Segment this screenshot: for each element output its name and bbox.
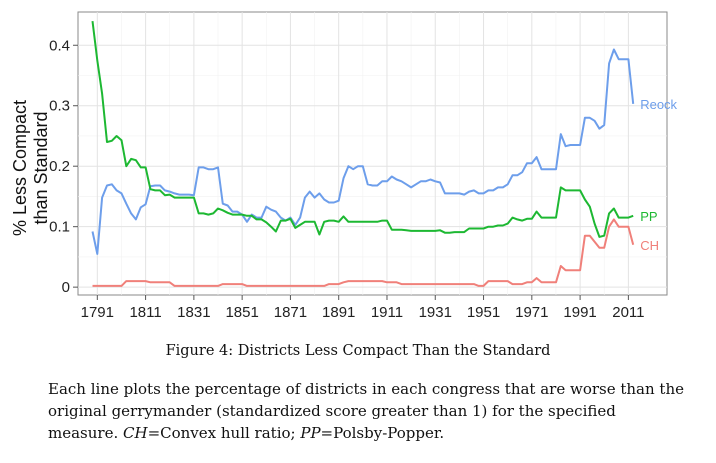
x-tick-label: 1811 [129, 304, 161, 321]
x-tick-label: 1971 [515, 304, 548, 321]
series-label-ch: CH [640, 238, 659, 253]
figure-note: Each line plots the percentage of distri… [48, 378, 688, 444]
note-text-1: Each line plots the percentage of distri… [48, 380, 684, 442]
x-tick-label: 1931 [419, 304, 452, 321]
y-tick-label: 0.4 [49, 37, 70, 54]
y-tick-label: 0 [62, 279, 70, 296]
note-pp-abbr: PP [300, 424, 321, 442]
y-tick-label: 0.3 [49, 98, 70, 115]
x-tick-label: 1891 [322, 304, 355, 321]
line-chart: Reock PP CH 1791 1811 1831 1851 1871 1891 1911 19… [10, 11, 678, 321]
x-tick-label: 1911 [371, 304, 403, 321]
series-label-reock: Reock [640, 97, 677, 112]
note-text-2: =Convex hull ratio; [147, 424, 301, 442]
y-axis-title-line1: % Less Compact [10, 100, 30, 236]
x-tick-label: 1791 [81, 304, 114, 321]
y-tick-label: 0.1 [49, 219, 70, 236]
y-axis-title-line2: than Standard [31, 111, 51, 224]
series-line-pp [91, 20, 634, 238]
series-label-pp: PP [640, 209, 657, 224]
x-tick-label: 1851 [225, 304, 258, 321]
x-tick-label: 1831 [177, 304, 210, 321]
x-tick-label: 1991 [563, 304, 596, 321]
note-text-3: =Polsby-Popper. [320, 424, 445, 442]
figure-caption: Figure 4: Districts Less Compact Than th… [165, 343, 551, 359]
x-tick-label: 1951 [467, 304, 500, 321]
series-lines [91, 20, 635, 287]
series-line-reock [91, 48, 635, 255]
series-line-ch [92, 218, 635, 287]
y-tick-label: 0.2 [49, 158, 70, 175]
grid-lines [77, 11, 668, 296]
axis-ticks: 1791 1811 1831 1851 1871 1891 1911 1931 1951 1971… [49, 37, 644, 321]
plot-panel [77, 11, 668, 296]
note-ch-abbr: CH [123, 424, 148, 442]
x-tick-label: 2011 [612, 304, 644, 321]
series-labels: Reock PP CH [640, 97, 677, 253]
x-tick-label: 1871 [274, 304, 307, 321]
